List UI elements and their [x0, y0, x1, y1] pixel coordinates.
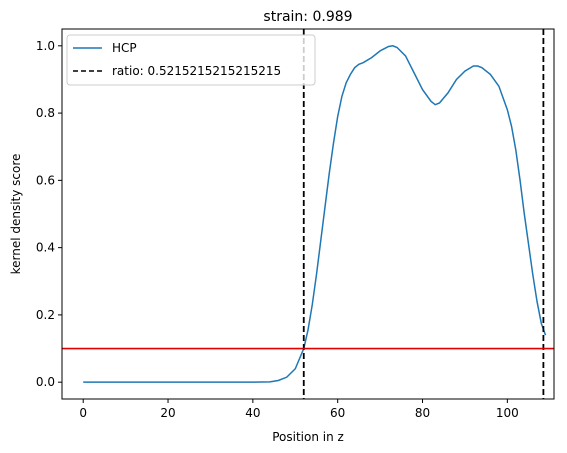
chart-title: strain: 0.989: [263, 9, 352, 25]
x-tick-label: 0: [79, 406, 87, 420]
y-tick-label: 0.8: [36, 106, 55, 120]
legend-label-ratio: ratio: 0.5215215215215215: [112, 64, 281, 78]
x-tick-label: 60: [330, 406, 345, 420]
legend: HCP ratio: 0.5215215215215215: [66, 34, 316, 86]
x-axis-label: Position in z: [272, 430, 344, 444]
x-tick-label: 40: [245, 406, 260, 420]
y-tick-label: 0.0: [36, 375, 55, 389]
series-line-hcp: [83, 45, 547, 383]
legend-label-hcp: HCP: [112, 41, 137, 55]
y-tick-label: 0.2: [36, 308, 55, 322]
plot-area: [62, 29, 554, 399]
x-tick-label: 20: [160, 406, 175, 420]
plot-frame: [61, 28, 555, 400]
y-axis-label: kernel density score: [9, 154, 23, 275]
x-tick-label: 80: [415, 406, 430, 420]
legend-box: [66, 34, 316, 86]
y-tick-label: 0.6: [36, 173, 55, 187]
x-axis: 0 20 40 60 80 100: [79, 399, 519, 420]
y-axis: 0.0 0.2 0.4 0.6 0.8 1.0: [36, 39, 62, 389]
y-tick-label: 0.4: [36, 241, 55, 255]
y-tick-label: 1.0: [36, 39, 55, 53]
x-tick-label: 100: [496, 406, 519, 420]
